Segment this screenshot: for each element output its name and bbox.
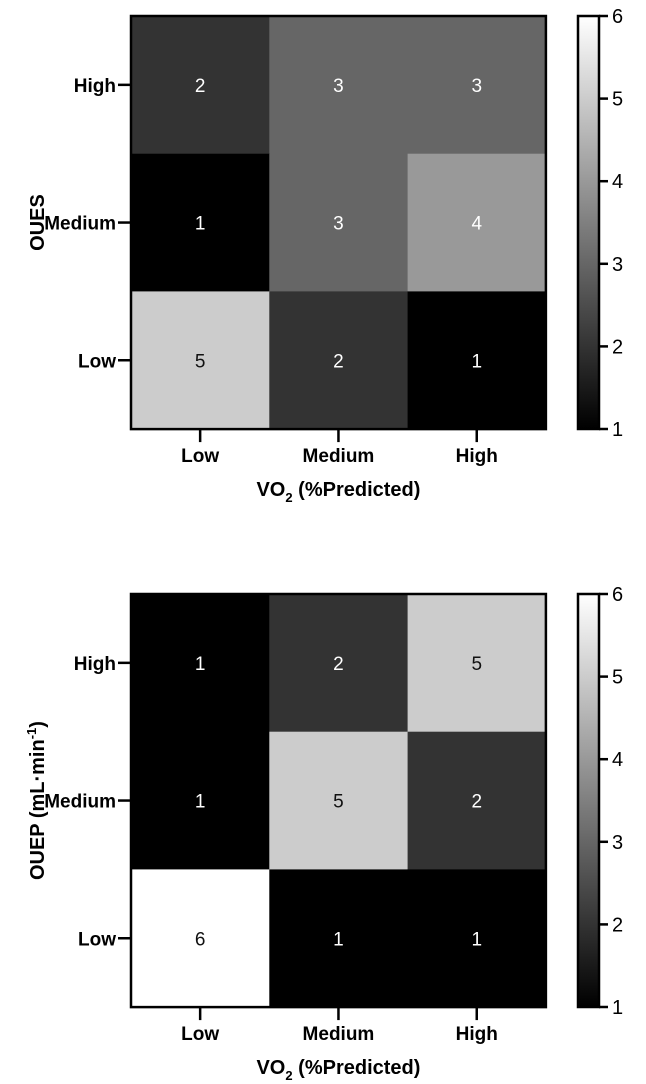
x-tick-label: Medium [303,446,375,467]
colorbar-tick-label: 3 [612,832,623,854]
x-tick-label: Medium [303,1024,375,1045]
cell-value-label: 5 [333,792,344,813]
colorbar-tick-label: 3 [612,254,623,276]
x-tick-label: Low [181,1024,219,1045]
cell-value-label: 5 [195,351,206,372]
x-tick-label: Low [181,446,219,467]
heatmap-cell [131,16,270,155]
colorbar-tick-label: 6 [612,584,623,606]
colorbar-tick-label: 6 [612,6,623,28]
colorbar [576,14,601,431]
heatmap-cell [131,153,270,292]
cell-value-label: 6 [195,929,206,950]
x-axis-title: VO2 (%Predicted) [256,1057,420,1083]
cell-value-label: 2 [471,792,482,813]
heatmap-cell [407,594,547,733]
cell-value-label: 1 [195,214,206,235]
x-tick-label: High [456,446,498,467]
cell-value-label: 3 [333,76,344,97]
y-tick-label: High [74,654,116,675]
heatmap-cell [407,291,547,430]
cell-value-label: 1 [471,929,482,950]
colorbar-tick-label: 5 [612,667,623,689]
heatmap-cell [407,16,547,155]
colorbar-tick-label: 1 [612,997,623,1019]
heatmap-2: 1 2 5 1 5 2 6 1 1 High Medium Low Low Medium High VO2 (… [24,584,623,1083]
x-tick-label: High [456,1024,498,1045]
heatmap-cell [269,291,409,430]
heatmap-cell [269,731,409,870]
colorbar-tick-label: 1 [612,419,623,441]
heatmap-cell [407,869,547,1008]
y-axis-title: OUEP (mL·min-1) [24,721,49,880]
colorbar-tick-label: 4 [612,749,623,771]
heatmap-cell [269,16,409,155]
cell-value-label: 2 [195,76,206,97]
y-tick-label: Medium [44,214,116,235]
y-axis-title: OUES [27,194,49,251]
colorbar-tick-label: 4 [612,171,623,193]
heatmap-cell [269,869,409,1008]
colorbar-tick-label: 2 [612,336,623,358]
colorbar-tick-label: 2 [612,914,623,936]
colorbar [576,592,601,1009]
cell-value-label: 1 [333,929,344,950]
cell-value-label: 3 [333,214,344,235]
heatmap-cell [269,153,409,292]
heatmap-cell [407,153,547,292]
cell-value-label: 1 [471,351,482,372]
cell-value-label: 5 [471,654,482,675]
y-tick-label: High [74,76,116,97]
heatmap-cell [131,869,270,1008]
heatmap-cell [269,594,409,733]
heatmap-cell [407,731,547,870]
cell-value-label: 4 [471,214,482,235]
cell-value-label: 1 [195,792,206,813]
cell-value-label: 3 [471,76,482,97]
y-tick-label: Low [78,929,116,950]
heatmap-cell [131,291,270,430]
cell-value-label: 2 [333,654,344,675]
cell-value-label: 2 [333,351,344,372]
y-tick-label: Low [78,351,116,372]
heatmap-1: 2 3 3 1 3 4 5 2 1 High Medium Low Low Medium High VO2 (… [27,6,623,505]
colorbar-tick-label: 5 [612,89,623,111]
y-tick-label: Medium [44,792,116,813]
cell-value-label: 1 [195,654,206,675]
heatmap-cell [131,731,270,870]
x-axis-title: VO2 (%Predicted) [256,479,420,505]
heatmap-cell [131,594,270,733]
